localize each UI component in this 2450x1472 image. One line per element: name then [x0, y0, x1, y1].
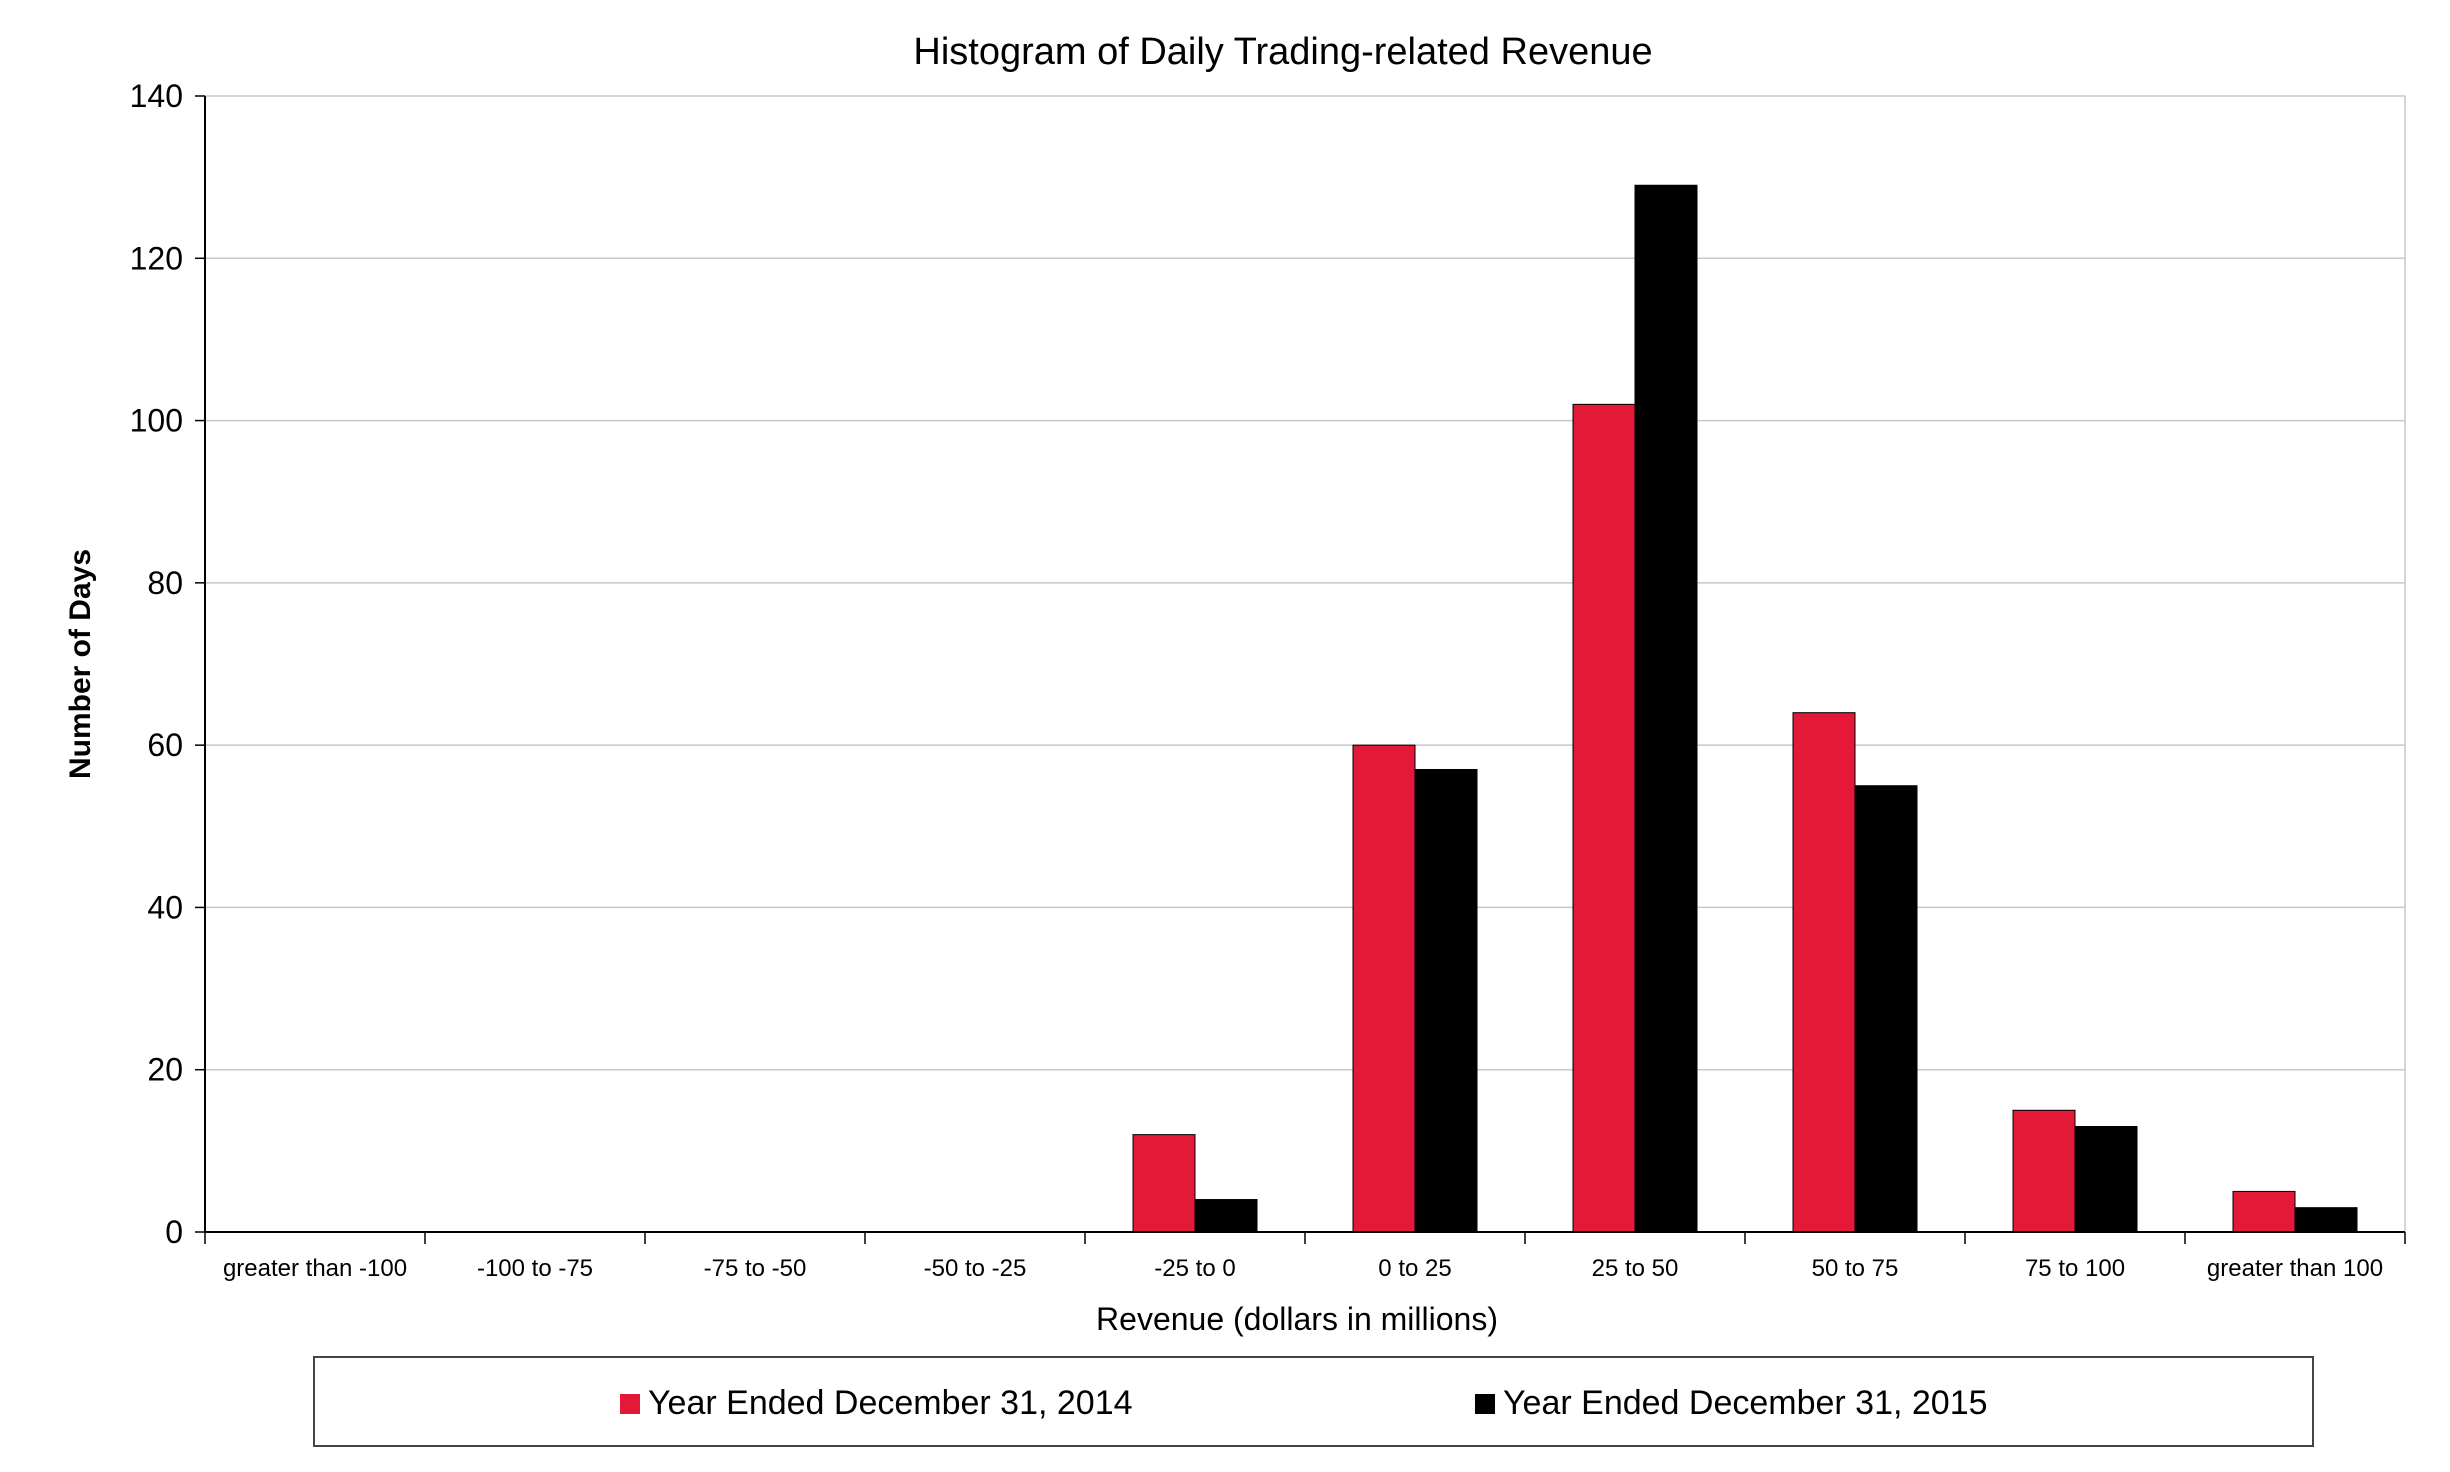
bar-2015 — [2074, 1126, 2138, 1233]
x-tick-label: 50 to 75 — [1812, 1255, 1899, 1282]
legend-item-2014: Year Ended December 31, 2014 — [620, 1384, 1133, 1423]
bar-2014 — [1132, 1134, 1196, 1233]
bar-2015 — [1194, 1199, 1258, 1233]
legend-swatch-2015 — [1475, 1393, 1495, 1414]
legend-label-2014: Year Ended December 31, 2014 — [648, 1384, 1133, 1422]
bar-2015 — [2294, 1207, 2358, 1233]
bar-2014 — [1792, 712, 1856, 1233]
x-tick-label: -50 to -25 — [924, 1255, 1027, 1282]
x-tick-label: 75 to 100 — [2025, 1255, 2125, 1282]
y-tick-label: 40 — [147, 889, 183, 925]
x-tick-label: 25 to 50 — [1592, 1255, 1679, 1282]
legend: Year Ended December 31, 2014 Year Ended … — [313, 1356, 2314, 1447]
bar-2014 — [2232, 1190, 2296, 1233]
legend-swatch-2014 — [620, 1393, 640, 1414]
y-tick-label: 120 — [130, 240, 183, 276]
bar-2014 — [2012, 1109, 2076, 1233]
x-tick-label: -25 to 0 — [1154, 1255, 1235, 1282]
y-axis-label: Number of Days — [64, 549, 97, 779]
y-tick-label: 140 — [130, 78, 183, 114]
legend-label-2015: Year Ended December 31, 2015 — [1503, 1384, 1988, 1422]
y-tick-label: 0 — [165, 1214, 183, 1250]
bar-2014 — [1352, 744, 1416, 1233]
legend-item-2015: Year Ended December 31, 2015 — [1475, 1384, 1988, 1423]
x-tick-label: greater than 100 — [2207, 1255, 2383, 1282]
y-tick-label: 80 — [147, 565, 183, 601]
x-tick-label: 0 to 25 — [1378, 1255, 1451, 1282]
x-tick-label: -100 to -75 — [477, 1255, 593, 1282]
bar-2015 — [1414, 768, 1478, 1233]
bar-2015 — [1854, 785, 1918, 1233]
y-tick-label: 20 — [147, 1052, 183, 1088]
x-tick-label: -75 to -50 — [704, 1255, 807, 1282]
bar-2015 — [1634, 184, 1698, 1233]
y-tick-label: 60 — [147, 727, 183, 763]
x-axis-label: Revenue (dollars in millions) — [1096, 1301, 1498, 1337]
bar-2014 — [1572, 403, 1636, 1233]
chart-title: Histogram of Daily Trading-related Reven… — [913, 31, 1652, 73]
y-tick-label: 100 — [130, 403, 183, 439]
x-tick-label: greater than -100 — [223, 1255, 407, 1282]
